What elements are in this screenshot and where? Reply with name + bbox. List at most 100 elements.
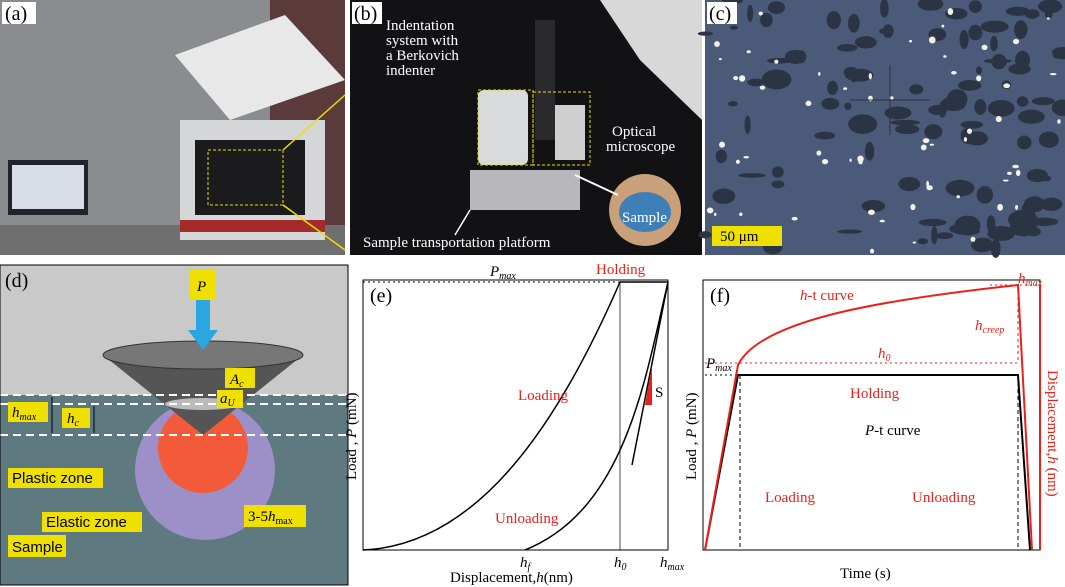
holding-label: Holding bbox=[596, 262, 646, 278]
panel-label: (d) bbox=[5, 270, 28, 292]
dark-phase bbox=[987, 225, 1016, 241]
arrow bbox=[454, 209, 471, 236]
bright-grain bbox=[1057, 119, 1061, 124]
hmax-label: hmax bbox=[12, 405, 37, 423]
hmax-label: hmax bbox=[660, 555, 685, 573]
bright-grain bbox=[857, 155, 864, 163]
panel-e bbox=[362, 279, 669, 551]
stiffness-triangle bbox=[645, 365, 652, 405]
dark-phase bbox=[980, 20, 1009, 33]
dark-phase bbox=[918, 218, 947, 227]
bright-grain bbox=[909, 39, 913, 43]
bg bbox=[705, 0, 1065, 255]
dark-phase bbox=[1021, 202, 1036, 218]
dark-phase bbox=[917, 0, 944, 11]
dark-phase bbox=[1005, 6, 1031, 16]
bright-grain bbox=[879, 219, 885, 223]
dark-phase bbox=[760, 12, 773, 28]
dark-phase bbox=[959, 29, 969, 50]
dark-phase bbox=[738, 173, 766, 178]
photo-b: (b) Indentation system with a Berkovich ind… bbox=[350, 0, 702, 255]
dark-phase bbox=[747, 78, 765, 87]
dark-phase bbox=[1051, 46, 1065, 58]
dark-phase bbox=[957, 80, 982, 91]
hcreep-label: hcreep bbox=[975, 318, 1004, 336]
dark-phase bbox=[928, 104, 948, 116]
bright-grain bbox=[805, 100, 812, 107]
bright-grain bbox=[1012, 38, 1020, 45]
bright-grain bbox=[910, 203, 916, 211]
force-bg bbox=[190, 270, 216, 300]
bright-grain bbox=[739, 75, 746, 82]
dark-phase bbox=[1017, 109, 1045, 124]
bright-grain bbox=[706, 207, 714, 214]
panel-f-text: (f) h-t curve hmax hcreep h0 Pmax Holdin… bbox=[684, 271, 1060, 582]
label-bg bbox=[707, 2, 737, 24]
dark-phase bbox=[1051, 99, 1065, 116]
bright-grain bbox=[926, 180, 930, 188]
label-bg bbox=[2, 2, 36, 24]
objective bbox=[555, 105, 585, 160]
screen bbox=[12, 165, 84, 209]
bright-grain bbox=[816, 150, 822, 156]
bright-grain bbox=[791, 216, 798, 221]
bright-grain bbox=[868, 73, 872, 80]
dark-phase bbox=[890, 119, 921, 126]
dark-phase bbox=[784, 49, 806, 64]
bright-grain bbox=[1049, 73, 1057, 76]
dark-phase bbox=[975, 66, 983, 75]
bright-grain bbox=[713, 212, 717, 216]
ht-label: h-t curve bbox=[800, 288, 854, 304]
sample-label: Sample bbox=[12, 539, 63, 556]
dark-phase bbox=[983, 58, 1012, 64]
dark-phase bbox=[854, 36, 877, 49]
dark-phase bbox=[814, 131, 836, 140]
dark-phase bbox=[931, 225, 938, 245]
unloading-label: Unloading bbox=[912, 490, 976, 506]
dark-phase bbox=[1040, 197, 1063, 211]
dark-phase bbox=[1038, 0, 1063, 14]
pmax-label: Pmax bbox=[489, 264, 516, 282]
range-label: 3-5hmax bbox=[248, 509, 293, 527]
dark-phase bbox=[898, 176, 921, 192]
lid bbox=[600, 0, 702, 120]
dark-phase bbox=[715, 149, 728, 164]
dark-phase bbox=[747, 4, 754, 22]
dark-phase bbox=[848, 114, 878, 135]
bright-grain bbox=[928, 36, 936, 44]
dark-phase bbox=[968, 0, 982, 13]
dark-phase bbox=[960, 120, 984, 129]
stiffness-label: S bbox=[655, 385, 663, 401]
dark-phase bbox=[879, 28, 887, 34]
dark-phase bbox=[1017, 135, 1032, 150]
bright-grain bbox=[1007, 171, 1012, 175]
base-strip bbox=[180, 220, 325, 232]
dark-phase bbox=[826, 11, 841, 30]
sample-label: Sample bbox=[622, 210, 667, 226]
tag bbox=[8, 535, 66, 557]
loading-label: Loading bbox=[518, 388, 568, 404]
plastic-zone bbox=[158, 403, 248, 493]
dark-phase bbox=[909, 84, 924, 95]
dark-phase bbox=[728, 101, 738, 107]
scale-bg bbox=[712, 226, 782, 246]
dark-phase bbox=[880, 0, 889, 18]
zoom-box bbox=[207, 149, 284, 206]
panel-label: (b) bbox=[354, 3, 377, 25]
y-axis-label: Load , P (mN) bbox=[684, 393, 700, 481]
loading-curve bbox=[362, 281, 621, 551]
dark-phase bbox=[771, 180, 785, 189]
bright-grain bbox=[1012, 164, 1020, 169]
bright-grain bbox=[1015, 205, 1019, 210]
dark-phase bbox=[698, 231, 712, 239]
hf-label: hf bbox=[520, 555, 532, 573]
tag bbox=[225, 368, 255, 388]
holding-label: Holding bbox=[850, 386, 900, 402]
bright-grain bbox=[995, 115, 1002, 123]
dark-phase bbox=[1031, 97, 1055, 106]
bright-grain bbox=[922, 138, 930, 144]
microscope-label: Optical microscope bbox=[606, 124, 675, 155]
y-axis-label: Load , P (mN) bbox=[344, 393, 360, 481]
dark-phase bbox=[761, 69, 792, 90]
sample bbox=[619, 192, 671, 232]
